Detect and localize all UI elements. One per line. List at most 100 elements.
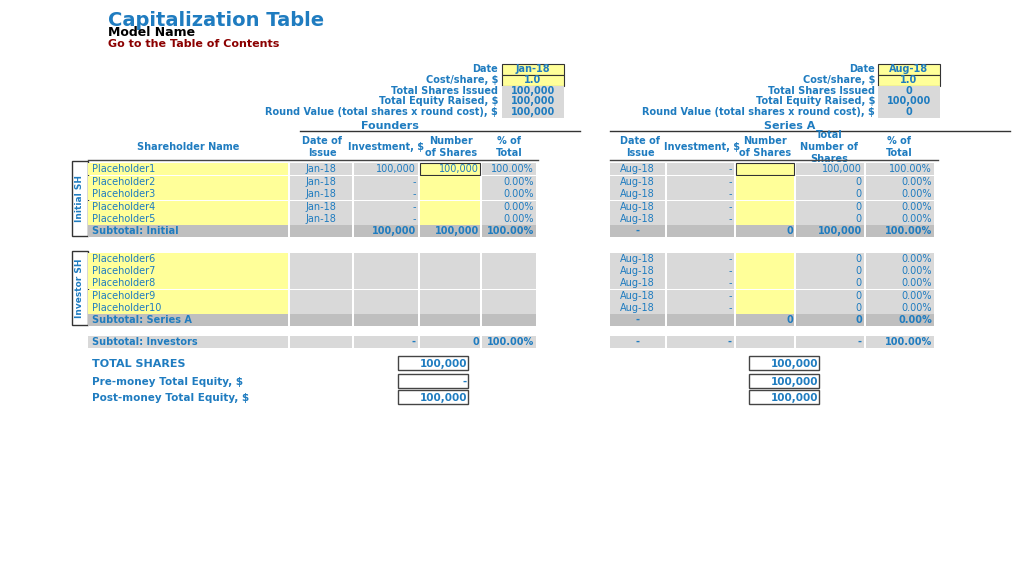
Bar	[610, 176, 665, 188]
Text: Aug-18: Aug-18	[620, 291, 654, 301]
Text: Placeholder2: Placeholder2	[92, 177, 156, 187]
Bar	[667, 225, 734, 237]
Bar	[482, 314, 536, 326]
Text: 100,000: 100,000	[376, 164, 416, 174]
Text: -: -	[728, 177, 732, 187]
Bar	[866, 201, 934, 213]
Text: 0: 0	[786, 315, 793, 325]
Bar	[420, 176, 480, 188]
Bar	[610, 265, 665, 277]
Bar	[354, 277, 418, 289]
Bar	[398, 356, 468, 370]
Text: Total Shares Issued: Total Shares Issued	[391, 86, 498, 96]
Bar	[749, 356, 819, 370]
Text: Date of
Issue: Date of Issue	[302, 136, 342, 158]
Text: Round Value (total shares x round cost), $: Round Value (total shares x round cost),…	[265, 107, 498, 117]
Text: 0: 0	[905, 86, 912, 96]
Bar	[502, 74, 564, 85]
Bar	[420, 302, 480, 314]
Text: Placeholder6: Placeholder6	[92, 254, 156, 264]
Text: 100,000: 100,000	[818, 226, 862, 236]
Text: Founders: Founders	[361, 121, 419, 131]
Bar	[796, 265, 864, 277]
Text: Aug-18: Aug-18	[890, 64, 929, 74]
Text: Total Shares Issued: Total Shares Issued	[768, 86, 874, 96]
Bar	[667, 290, 734, 302]
Text: Placeholder9: Placeholder9	[92, 291, 156, 301]
Text: -: -	[728, 164, 732, 174]
Text: 0.00%: 0.00%	[901, 254, 932, 264]
Text: 0: 0	[856, 202, 862, 212]
Bar	[736, 225, 794, 237]
Text: 100.00%: 100.00%	[486, 226, 534, 236]
Bar	[354, 188, 418, 200]
Bar	[667, 314, 734, 326]
Bar	[749, 390, 819, 404]
Text: 0.00%: 0.00%	[504, 202, 534, 212]
Bar	[420, 213, 480, 225]
Bar	[354, 302, 418, 314]
Bar	[482, 225, 536, 237]
Text: 100,000: 100,000	[420, 393, 467, 403]
Text: 100.00%: 100.00%	[492, 164, 534, 174]
Bar	[736, 265, 794, 277]
Text: 100.00%: 100.00%	[486, 337, 534, 347]
Bar	[866, 336, 934, 348]
Text: -: -	[412, 337, 416, 347]
Bar	[667, 176, 734, 188]
Text: Aug-18: Aug-18	[620, 303, 654, 313]
Bar	[354, 225, 418, 237]
Text: 0.00%: 0.00%	[504, 177, 534, 187]
Text: 1.0: 1.0	[900, 75, 918, 85]
Bar	[796, 290, 864, 302]
Bar	[736, 188, 794, 200]
Text: 1.0: 1.0	[524, 75, 542, 85]
Text: 0: 0	[786, 226, 793, 236]
Text: Investment, $: Investment, $	[664, 142, 739, 152]
Bar	[866, 188, 934, 200]
Text: -: -	[635, 337, 639, 347]
Text: 0.00%: 0.00%	[901, 291, 932, 301]
Text: Placeholder5: Placeholder5	[92, 214, 156, 224]
Bar	[420, 188, 480, 200]
Text: Jan-18: Jan-18	[516, 64, 550, 74]
Text: Initial SH: Initial SH	[76, 175, 85, 222]
Text: Aug-18: Aug-18	[620, 202, 654, 212]
Text: % of
Total: % of Total	[496, 136, 522, 158]
Bar	[667, 253, 734, 265]
Bar	[88, 314, 288, 326]
Bar	[736, 163, 794, 175]
Bar	[398, 374, 468, 388]
Bar	[354, 253, 418, 265]
Text: 100,000: 100,000	[770, 377, 818, 387]
Bar	[796, 336, 864, 348]
Text: 100,000: 100,000	[420, 359, 467, 369]
Text: Placeholder1: Placeholder1	[92, 164, 156, 174]
Bar	[482, 336, 536, 348]
Text: Model Name: Model Name	[108, 27, 196, 39]
Text: 0: 0	[905, 107, 912, 117]
Bar	[290, 253, 352, 265]
Bar	[420, 290, 480, 302]
Text: 100,000: 100,000	[435, 226, 479, 236]
Bar	[796, 201, 864, 213]
Text: Jan-18: Jan-18	[305, 164, 337, 174]
Text: Aug-18: Aug-18	[620, 177, 654, 187]
Text: Subtotal: Investors: Subtotal: Investors	[92, 337, 198, 347]
Text: TOTAL SHARES: TOTAL SHARES	[92, 359, 185, 369]
Bar	[878, 74, 940, 85]
Text: 100.00%: 100.00%	[885, 337, 932, 347]
Text: -: -	[635, 226, 639, 236]
Text: 0.00%: 0.00%	[901, 177, 932, 187]
Text: Number
of Shares: Number of Shares	[425, 136, 477, 158]
Bar	[290, 201, 352, 213]
Bar	[354, 201, 418, 213]
Bar	[88, 201, 288, 213]
Bar	[290, 290, 352, 302]
Bar	[88, 253, 288, 265]
Text: -: -	[413, 202, 416, 212]
Text: Round Value (total shares x round cost), $: Round Value (total shares x round cost),…	[642, 107, 874, 117]
Text: 100,000: 100,000	[439, 164, 479, 174]
Bar	[88, 277, 288, 289]
Text: Placeholder3: Placeholder3	[92, 189, 156, 199]
